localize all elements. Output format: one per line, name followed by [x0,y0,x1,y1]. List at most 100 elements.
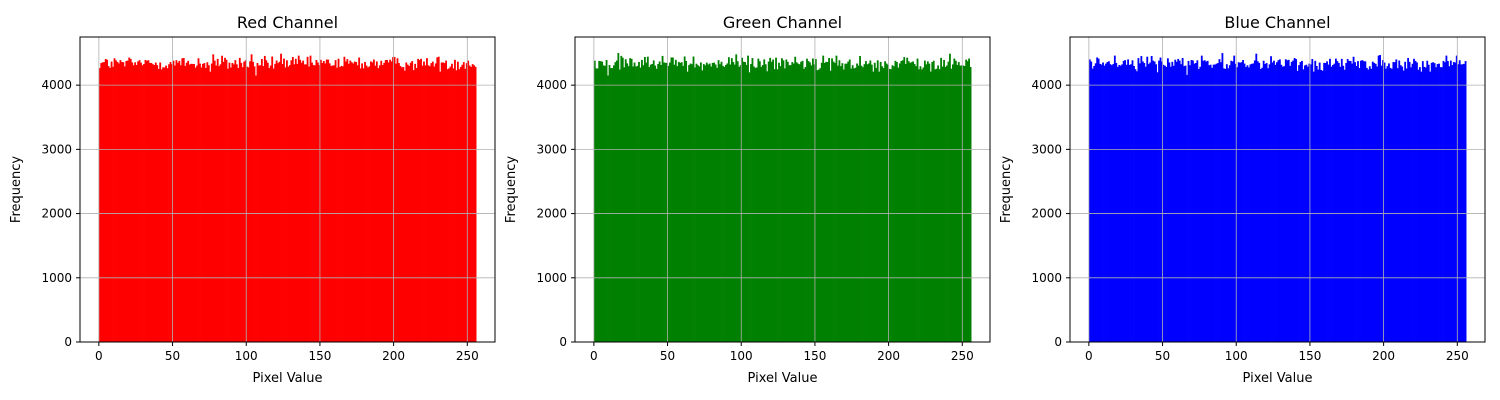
histogram-bar [912,61,915,342]
histogram-bar [1446,61,1449,343]
histogram-bar [1137,58,1140,343]
histogram-bar [1256,61,1259,342]
histogram-bar [1314,60,1317,343]
histogram-bar [601,61,604,343]
histogram-bar [1252,63,1255,342]
histogram-bar [163,67,166,342]
histogram-bar [116,61,119,342]
histogram-bar [664,62,667,343]
histogram-bar [1287,59,1290,343]
histogram-bar [859,55,861,342]
histogram-bar [1286,60,1289,342]
histogram-bar [296,63,299,342]
histogram-bar [934,69,937,342]
y-tick-label: 3000 [1031,142,1062,156]
histogram-bar [227,68,229,343]
histogram-bar [1405,68,1408,342]
histogram-bar [1186,74,1188,342]
histogram-bar [1305,64,1308,342]
histogram-bar [252,61,254,342]
histogram-bar [1464,61,1467,342]
histogram-bar [935,68,938,343]
histogram-bar [817,69,820,342]
histogram-bar [754,67,757,342]
histogram-bar [867,63,870,342]
histogram-bar [1284,59,1287,343]
y-tick-label: 3000 [536,142,567,156]
histogram-bar [1281,66,1284,342]
histogram-bar [1388,63,1390,343]
histogram-bar [1143,63,1146,342]
histogram-bar [866,64,869,342]
histogram-bar [1296,70,1299,342]
x-tick-label: 50 [1155,349,1170,363]
histogram-bar [918,69,920,342]
histogram-bar [1463,63,1466,342]
histogram-bar [713,62,716,342]
histogram-bar [966,61,969,342]
histogram-bar [781,58,783,342]
histogram-bar [1108,61,1110,342]
axes-frame [79,36,496,343]
histogram-bar [383,62,386,343]
histogram-bar [742,61,745,342]
histogram-bar [1461,64,1464,342]
histogram-bar [454,59,456,342]
histogram-bar [1311,59,1314,342]
x-axis-label: Pixel Value [253,371,323,386]
histogram-bar [1128,64,1131,342]
histogram-bar [471,64,474,342]
histogram-bar [1407,57,1410,342]
histogram-bar [405,62,408,343]
histogram-bar [910,62,913,342]
histogram-bar [1217,63,1219,342]
histogram-bar [694,67,696,342]
histogram-bar [215,65,218,342]
histogram-bar [617,53,620,343]
histogram-bar [250,54,253,343]
histogram-bar [907,61,910,343]
histogram-bar [399,66,402,342]
histogram-bar [834,62,836,343]
histogram-bar [403,70,406,343]
histogram-bar [1105,63,1107,343]
histogram-bar [221,55,223,342]
histogram-bar [760,66,763,342]
y-tick-label: 0 [1054,335,1062,349]
histogram-bar [1327,64,1330,342]
histogram-bar [813,64,816,343]
histogram-bar [776,69,779,342]
histogram-bar [1390,68,1393,343]
histogram-bar [673,64,676,342]
histogram-bar [1386,66,1389,342]
histogram-bar [845,63,848,342]
y-tick-label: 4000 [536,78,567,92]
histogram-bar [1230,60,1233,343]
x-tick-label: 50 [165,349,180,363]
histogram-bar [303,64,306,342]
histogram-bar [1208,65,1211,342]
histogram-bar [1377,55,1380,343]
histogram-bar [367,67,369,342]
histogram-bar [1404,61,1407,343]
histogram-bar [440,62,443,342]
histogram-bar [1153,61,1156,342]
histogram-bar [1395,59,1398,343]
histogram-bar [1088,59,1091,342]
histogram-bar [1413,58,1415,342]
histogram-bar [685,60,688,342]
histogram-bar [823,62,826,342]
histogram-bar [297,55,300,343]
histogram-bar [434,63,437,343]
x-axis-label: Pixel Value [1243,371,1313,386]
histogram-bar [1354,62,1356,342]
histogram-bar [968,58,971,342]
histogram-bar [1336,61,1339,342]
histogram-bar [353,61,356,343]
histogram-bar [456,61,459,343]
histogram-bar [1349,60,1352,343]
histogram-bar [171,64,173,343]
histogram-bar [803,68,805,343]
histogram-bar [722,65,724,342]
histogram-bar [193,64,195,342]
